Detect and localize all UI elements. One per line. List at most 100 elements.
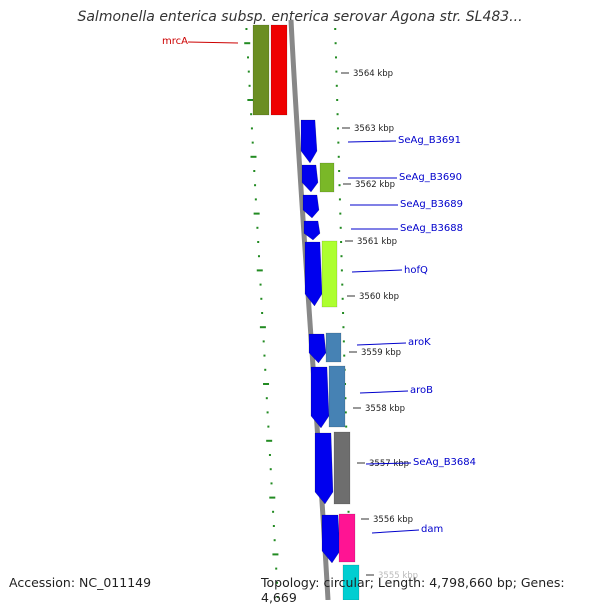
scale-label: 3560 kbp bbox=[359, 292, 399, 302]
inner-tick-dot bbox=[247, 56, 250, 59]
outer-tick-dot bbox=[336, 113, 339, 116]
genome-backbone bbox=[288, 19, 331, 600]
inner-tick-dot bbox=[254, 184, 257, 187]
scale-label: 3557 kbp bbox=[369, 459, 409, 469]
accession-text: Accession: NC_011149 bbox=[9, 575, 152, 590]
inner-tick-dot bbox=[247, 70, 250, 73]
feature-partial[interactable] bbox=[342, 564, 360, 600]
leader-line-dam bbox=[371, 529, 420, 534]
feature-hofq[interactable] bbox=[321, 240, 338, 308]
leader-line-arob bbox=[359, 390, 409, 394]
outer-tick-dot bbox=[347, 510, 350, 513]
inner-tick-dot bbox=[269, 468, 272, 471]
inner-tick-dot bbox=[273, 539, 276, 542]
scale-label: 3559 kbp bbox=[361, 348, 401, 358]
leader-line-seag-b3691 bbox=[347, 140, 397, 143]
scale-label: 3561 kbp bbox=[357, 237, 397, 247]
topology-text: Topology: circular; Length: 4,798,660 bp… bbox=[261, 575, 565, 605]
feature-seag-b3684[interactable] bbox=[333, 431, 351, 505]
feature-seag-b3688[interactable] bbox=[303, 220, 321, 241]
outer-tick-dot bbox=[345, 425, 348, 428]
inner-tick-dot bbox=[253, 212, 260, 215]
feature-arok[interactable] bbox=[325, 332, 342, 363]
inner-tick-dot bbox=[266, 411, 269, 414]
feature-track[interactable] bbox=[252, 24, 360, 600]
gene-label-seag-b3691: SeAg_B3691 bbox=[398, 135, 461, 146]
inner-tick-dot bbox=[250, 127, 253, 130]
feature-seag-b3690[interactable] bbox=[301, 164, 319, 193]
inner-tick-dot bbox=[265, 397, 268, 400]
outer-tick-dot bbox=[335, 56, 338, 59]
feature-arok[interactable] bbox=[308, 333, 327, 364]
gene-label-hofq: hofQ bbox=[404, 265, 428, 276]
gene-label-seag-b3689: SeAg_B3689 bbox=[400, 199, 463, 210]
inner-tick-dot bbox=[272, 510, 275, 513]
inner-tick-dot bbox=[261, 312, 264, 314]
inner-tick-dot bbox=[266, 439, 273, 442]
feature-mrca[interactable] bbox=[270, 24, 288, 116]
leader-line-arok bbox=[356, 342, 407, 346]
feature-hofq[interactable] bbox=[304, 241, 323, 307]
feature-mrca[interactable] bbox=[252, 24, 270, 116]
outer-tick-dot bbox=[337, 141, 340, 144]
inner-tick-dot bbox=[263, 354, 266, 357]
inner-tick-dot bbox=[256, 269, 263, 272]
inner-tick-dot bbox=[259, 326, 266, 329]
inner-tick-dot bbox=[260, 297, 263, 300]
outer-tick-dot bbox=[342, 326, 345, 329]
inner-tick-dot bbox=[267, 425, 270, 428]
outer-tick-dot bbox=[336, 127, 339, 130]
feature-dam[interactable] bbox=[321, 514, 341, 564]
inner-tick-dot bbox=[244, 42, 251, 45]
feature-arob[interactable] bbox=[328, 365, 346, 428]
inner-tick-dot bbox=[276, 596, 279, 598]
leader-line-mrca bbox=[187, 41, 239, 44]
inner-tick-dot bbox=[248, 84, 251, 87]
inner-tick-dot bbox=[262, 340, 265, 343]
gene-label-seag-b3684: SeAg_B3684 bbox=[413, 457, 476, 468]
gene-label-arob: aroB bbox=[410, 385, 433, 396]
scale-track: 3564 kbp 3563 kbp 3562 kbp 3561 kbp 3560 kbp… bbox=[341, 69, 418, 581]
leader-line-hofq bbox=[351, 269, 403, 273]
scale-label: 3563 kbp bbox=[354, 124, 394, 134]
feature-seag-b3691[interactable] bbox=[300, 119, 318, 164]
inner-tick-dot bbox=[275, 567, 278, 570]
outer-tick-dot bbox=[335, 70, 338, 73]
feature-dam[interactable] bbox=[338, 513, 356, 563]
gene-label-arok: aroK bbox=[408, 337, 431, 348]
outer-tick-dot bbox=[342, 340, 345, 343]
inner-tick-dot bbox=[253, 170, 256, 172]
outer-tick-dot bbox=[344, 383, 347, 385]
inner-tick-dot bbox=[263, 383, 270, 385]
outer-tick-dot bbox=[342, 312, 345, 314]
scale-label: 3564 kbp bbox=[353, 69, 393, 79]
inner-tick-dot bbox=[272, 553, 279, 556]
outer-tick-dot bbox=[339, 226, 342, 229]
label-track: mrcA SeAg_B3691 SeAg_B3690 SeAg_B3689 SeAg_B… bbox=[162, 36, 476, 535]
outer-tick-dot bbox=[337, 155, 340, 158]
map-title: Salmonella enterica subsp. enterica sero… bbox=[77, 9, 523, 25]
inner-tick-dot bbox=[245, 28, 248, 30]
inner-tick-dot bbox=[254, 198, 257, 201]
inner-tick-dot bbox=[250, 155, 257, 158]
inner-tick-dot bbox=[268, 454, 271, 456]
outer-tick-dot bbox=[340, 241, 343, 243]
feature-seag-b3689[interactable] bbox=[302, 194, 320, 219]
feature-seag-b3690[interactable] bbox=[319, 162, 335, 193]
outer-tick-dot bbox=[341, 297, 344, 300]
outer-tick-dot bbox=[338, 170, 341, 172]
gene-label-mrca: mrcA bbox=[162, 36, 188, 47]
leader-line-seag-b3684 bbox=[365, 462, 412, 465]
outer-tick-dot bbox=[344, 397, 347, 400]
outer-tick-dot bbox=[344, 411, 347, 414]
outer-tick-dot bbox=[340, 269, 343, 272]
scale-label: 3555 kbp bbox=[378, 571, 418, 581]
inner-tick-dot bbox=[256, 226, 259, 229]
feature-seag-b3684[interactable] bbox=[314, 432, 334, 505]
inner-tick-dot bbox=[250, 113, 253, 116]
feature-arob[interactable] bbox=[310, 366, 330, 429]
inner-tick-dot bbox=[269, 496, 276, 499]
outer-tick-dot bbox=[336, 99, 339, 101]
outer-tick-dot bbox=[339, 212, 342, 215]
